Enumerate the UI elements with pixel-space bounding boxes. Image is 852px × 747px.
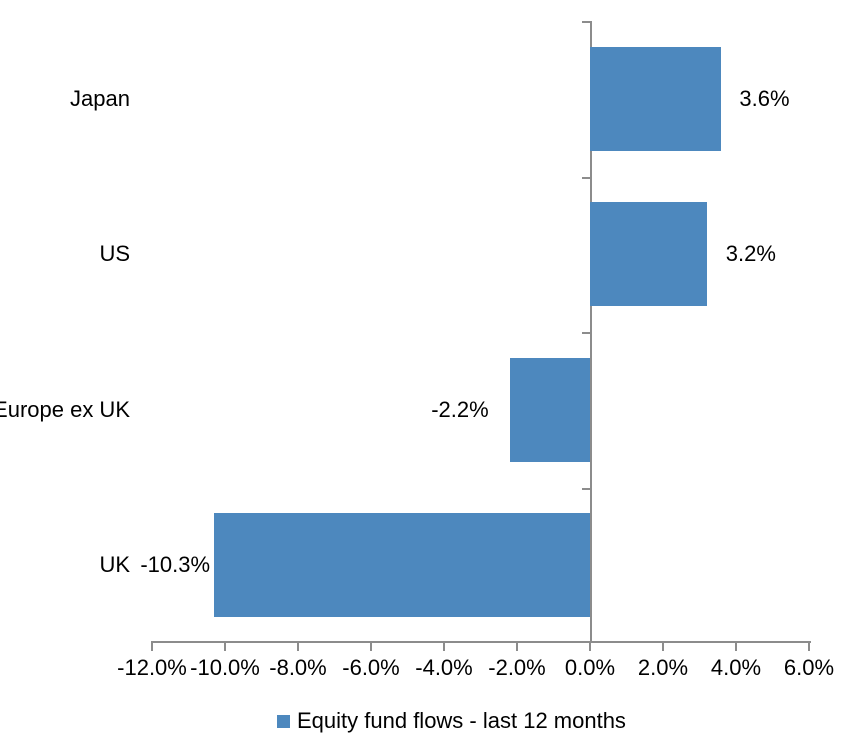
legend: Equity fund flows - last 12 months xyxy=(277,708,626,734)
x-tick-label-8-0: -8.0% xyxy=(269,655,327,680)
x-axis-tick xyxy=(735,641,737,651)
x-tick-label-10-0: -10.0% xyxy=(190,655,260,680)
x-axis-line xyxy=(152,641,811,643)
x-tick-label-0-0: 0.0% xyxy=(564,655,616,680)
bar-japan xyxy=(590,46,722,151)
data-label-uk: -10.3% xyxy=(140,552,211,578)
x-axis-tick xyxy=(443,641,445,651)
bar-us xyxy=(590,202,707,307)
data-label-japan: 3.6% xyxy=(739,85,790,111)
x-axis-tick xyxy=(662,641,664,651)
x-tick-label-2-0: -2.0% xyxy=(488,655,546,680)
data-label-us: 3.2% xyxy=(725,241,776,267)
x-axis-tick xyxy=(297,641,299,651)
bar-uk xyxy=(214,513,590,618)
category-label-europe-ex-uk: Europe ex UK xyxy=(0,396,130,422)
y-axis-line xyxy=(590,21,592,643)
legend-label: Equity fund flows - last 12 months xyxy=(297,708,626,733)
legend-marker-square xyxy=(277,714,290,728)
x-axis-tick xyxy=(589,641,591,651)
bar-europe-ex-uk xyxy=(509,357,590,462)
data-label-europe-ex-uk: -2.2% xyxy=(431,396,489,422)
x-tick-label-4-0: 4.0% xyxy=(710,655,762,680)
x-axis-tick xyxy=(370,641,372,651)
category-axis-tick xyxy=(582,488,590,490)
category-axis-tick xyxy=(582,177,590,179)
category-label-japan: Japan xyxy=(70,85,130,111)
x-axis-tick xyxy=(516,641,518,651)
category-label-us: US xyxy=(99,241,130,267)
x-tick-label-2-0: 2.0% xyxy=(637,655,689,680)
category-axis-tick xyxy=(582,332,590,334)
category-axis-tick xyxy=(582,641,590,643)
x-tick-label-4-0: -4.0% xyxy=(415,655,473,680)
x-tick-label-12-0: -12.0% xyxy=(117,655,187,680)
x-tick-label-6-0: 6.0% xyxy=(783,655,835,680)
category-axis-tick xyxy=(582,21,590,23)
x-axis-tick xyxy=(224,641,226,651)
x-tick-label-6-0: -6.0% xyxy=(342,655,400,680)
x-axis-tick xyxy=(808,641,810,651)
x-axis-tick xyxy=(151,641,153,651)
category-label-uk: UK xyxy=(99,552,130,578)
